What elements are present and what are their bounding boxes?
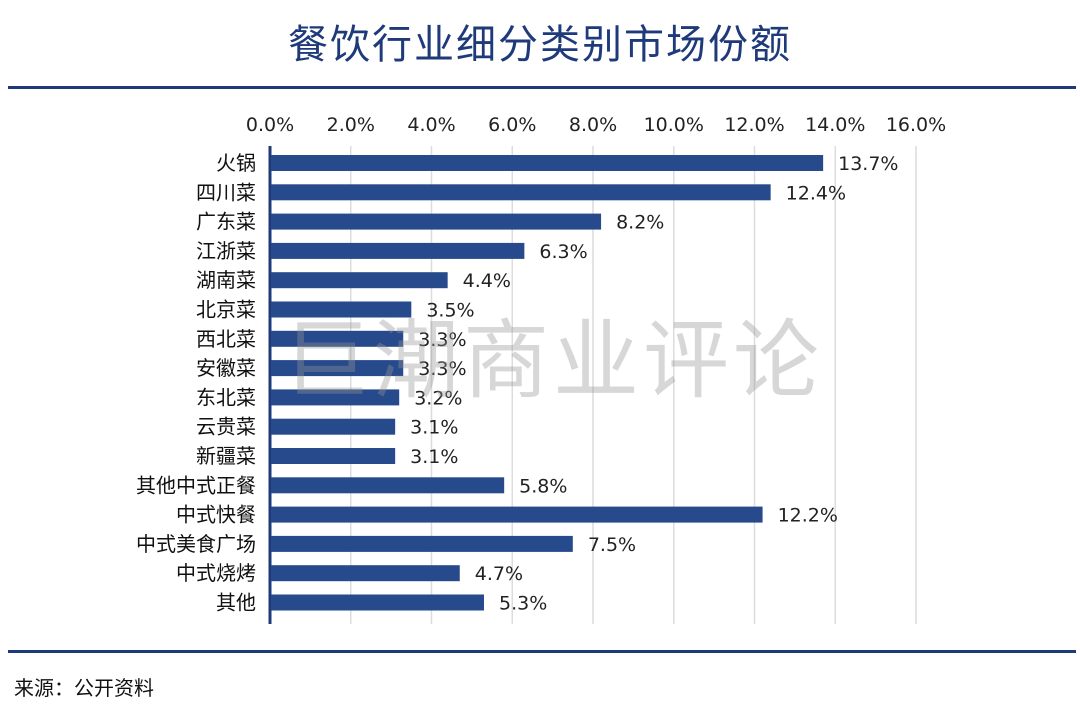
value-label: 3.3%	[418, 358, 466, 380]
value-label: 3.1%	[410, 446, 458, 468]
value-label: 8.2%	[616, 212, 664, 234]
source-note: 来源：公开资料	[14, 676, 154, 700]
category-label: 东北菜	[196, 385, 256, 409]
footer-divider	[8, 650, 1076, 653]
watermark: 巨潮商业评论	[283, 311, 823, 411]
category-label: 湖南菜	[196, 268, 256, 292]
x-tick-label: 16.0%	[886, 114, 946, 136]
category-label: 中式烧烤	[176, 561, 256, 585]
title-divider	[8, 86, 1076, 89]
x-tick-label: 12.0%	[724, 114, 784, 136]
category-label: 中式快餐	[176, 503, 256, 527]
value-label: 3.5%	[426, 300, 474, 322]
value-label: 12.2%	[778, 505, 838, 527]
value-label: 7.5%	[588, 534, 636, 556]
bar	[271, 155, 824, 171]
bar	[271, 594, 484, 611]
x-tick-label: 10.0%	[644, 114, 704, 136]
value-label: 6.3%	[539, 241, 587, 263]
category-label: 中式美食广场	[136, 532, 256, 556]
value-label: 4.7%	[475, 563, 523, 585]
value-label: 3.2%	[414, 387, 462, 409]
x-tick-label: 2.0%	[327, 114, 375, 136]
value-label: 5.3%	[499, 593, 547, 615]
value-label: 3.1%	[410, 417, 458, 439]
x-tick-label: 6.0%	[488, 114, 536, 136]
bar	[271, 301, 412, 318]
bar-chart: 0.0% 2.0% 4.0% 6.0% 8.0% 10.0% 12.0% 14.0% 16.0%…	[136, 114, 946, 624]
bar	[271, 506, 763, 523]
category-label: 其他中式正餐	[136, 473, 256, 497]
bar	[271, 360, 404, 377]
x-tick-label: 4.0%	[407, 114, 455, 136]
value-label: 12.4%	[786, 182, 846, 204]
chart-title: 餐饮行业细分类别市场份额	[288, 22, 792, 68]
bar	[271, 565, 460, 582]
bar	[271, 330, 404, 347]
category-label: 广东菜	[196, 210, 256, 234]
value-label: 13.7%	[838, 153, 898, 175]
bar	[271, 272, 448, 289]
category-label: 新疆菜	[196, 444, 256, 468]
category-label: 江浙菜	[196, 239, 256, 263]
x-tick-label: 8.0%	[569, 114, 617, 136]
bar	[271, 242, 525, 259]
category-label: 北京菜	[196, 298, 256, 322]
bar	[271, 389, 400, 406]
category-label: 西北菜	[196, 327, 256, 351]
bar	[271, 418, 396, 435]
bar	[271, 535, 573, 552]
bar	[271, 448, 396, 464]
bar	[271, 213, 602, 230]
category-label: 火锅	[216, 151, 256, 175]
value-label: 4.4%	[463, 270, 511, 292]
x-tick-label: 14.0%	[805, 114, 865, 136]
category-label: 其他	[216, 591, 256, 615]
category-label: 安徽菜	[196, 356, 256, 380]
x-tick-label: 0.0%	[246, 114, 294, 136]
category-label: 四川菜	[196, 180, 256, 204]
bar	[271, 184, 771, 201]
bar	[271, 477, 505, 494]
value-label: 5.8%	[519, 475, 567, 497]
category-label: 云贵菜	[196, 415, 256, 439]
value-label: 3.3%	[418, 329, 466, 351]
